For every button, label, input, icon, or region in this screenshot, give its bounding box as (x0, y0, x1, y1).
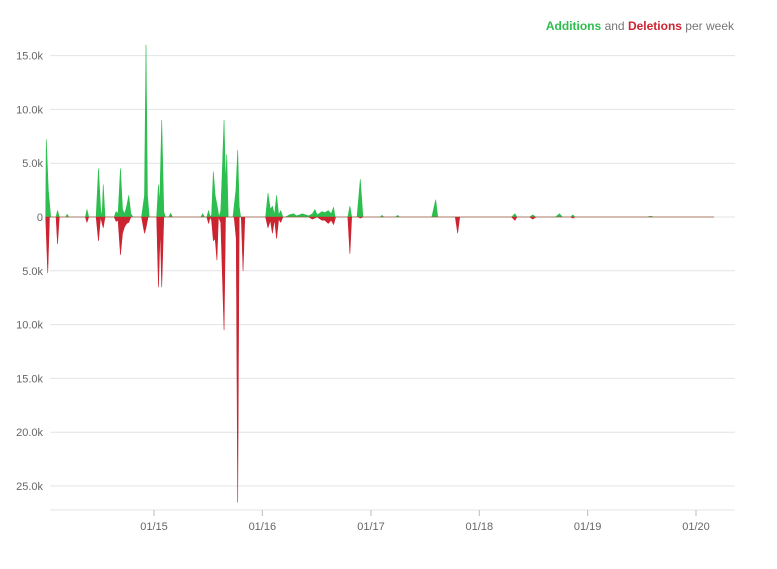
y-tick-label: 15.0k (16, 51, 43, 63)
legend-deletions-label: Deletions (627, 19, 682, 33)
y-tick-label: 5.0k (22, 158, 43, 170)
y-tick-label: 25.0k (16, 481, 43, 493)
y-tick-label: 15.0k (16, 373, 43, 385)
x-tick-label: 01/15 (140, 521, 168, 533)
series-areas (45, 44, 715, 503)
x-axis-ticks: 01/15 01/16 01/17 01/18 01/19 01/20 (140, 510, 710, 533)
gridlines (50, 55, 735, 511)
legend-additions-label: Additions (545, 19, 602, 33)
y-axis-ticks: 15.0k 10.0k 5.0k 0 5.0k 10.0k 15.0k 20.0k 25.0k (16, 51, 43, 493)
deletions-area (45, 216, 715, 503)
legend-suffix-label: per week (685, 19, 734, 33)
y-tick-label: 20.0k (16, 427, 43, 439)
x-tick-label: 01/17 (357, 521, 385, 533)
x-tick-label: 01/19 (574, 521, 602, 533)
y-tick-label: 5.0k (22, 266, 43, 278)
y-tick-label: 10.0k (16, 104, 43, 116)
y-tick-label: 0 (37, 212, 43, 224)
x-tick-label: 01/16 (249, 521, 277, 533)
y-tick-label: 10.0k (16, 320, 43, 332)
chart-legend: Additions and Deletions per week (546, 19, 734, 33)
legend-and-label: and (604, 19, 625, 33)
x-tick-label: 01/18 (466, 521, 494, 533)
x-tick-label: 01/20 (682, 521, 710, 533)
additions-area (45, 44, 715, 218)
